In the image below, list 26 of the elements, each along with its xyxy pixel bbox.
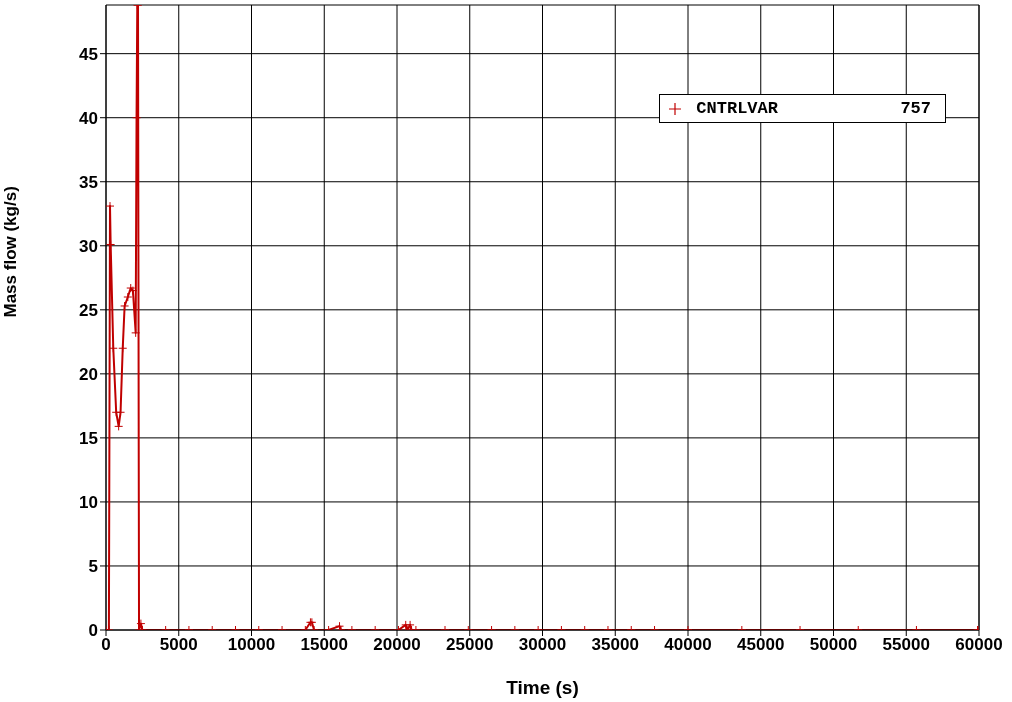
x-tick-label: 55000 bbox=[882, 635, 930, 655]
y-tick-label: 45 bbox=[79, 44, 98, 64]
x-tick-label: 20000 bbox=[373, 635, 421, 655]
x-tick-label: 15000 bbox=[300, 635, 348, 655]
y-tick-label: 5 bbox=[88, 557, 98, 576]
y-axis-title: Mass flow (kg/s) bbox=[1, 186, 21, 318]
x-tick-label: 10000 bbox=[227, 635, 276, 655]
y-tick-label: 15 bbox=[79, 428, 98, 448]
x-tick-label: 25000 bbox=[446, 635, 494, 655]
y-tick-label: 30 bbox=[79, 236, 98, 256]
x-tick-label: 40000 bbox=[664, 635, 712, 655]
x-tick-label: 35000 bbox=[591, 635, 639, 655]
x-tick-label: 5000 bbox=[159, 635, 198, 655]
y-tick-label: 10 bbox=[79, 492, 98, 512]
y-tick-label: 0 bbox=[88, 621, 98, 641]
x-tick-label: 50000 bbox=[809, 635, 858, 655]
y-tick-label: 40 bbox=[79, 108, 98, 128]
y-tick-label: 25 bbox=[79, 300, 98, 320]
y-tick-label: 20 bbox=[79, 364, 98, 384]
legend-label: CNTRLVAR 757 bbox=[696, 99, 931, 118]
x-tick-label: 0 bbox=[101, 635, 111, 655]
x-tick-label: 60000 bbox=[955, 635, 1003, 655]
x-axis-title: Time (s) bbox=[506, 677, 579, 698]
y-tick-label: 35 bbox=[79, 172, 98, 192]
x-tick-label: 30000 bbox=[518, 635, 567, 655]
x-tick-label: 45000 bbox=[737, 635, 785, 655]
